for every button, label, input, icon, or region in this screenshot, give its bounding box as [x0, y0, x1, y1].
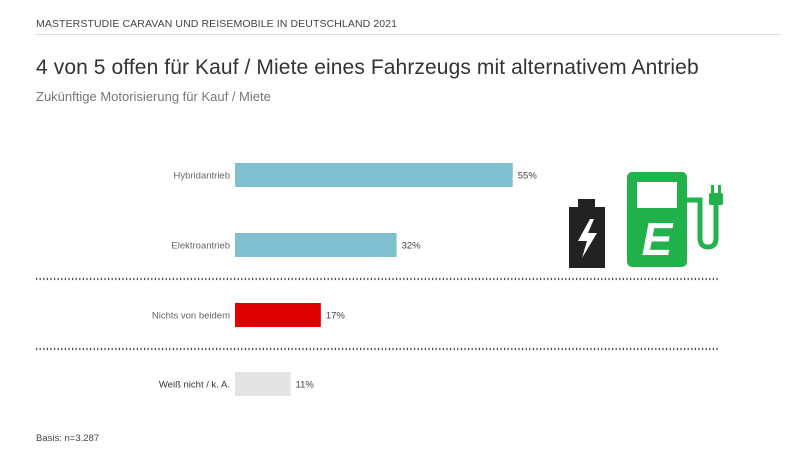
svg-text:E: E	[642, 213, 674, 265]
category-label-4: Weiß nicht / k. A.	[159, 380, 230, 391]
value-label-2: 32%	[402, 241, 422, 252]
source-header: MASTERSTUDIE CARAVAN UND REISEMOBILE IN …	[36, 18, 780, 35]
battery-bolt-icon	[569, 199, 605, 268]
category-label-3: Nichts von beidem	[152, 311, 230, 322]
basis-note: Basis: n=3.287	[36, 433, 100, 444]
chart-subtitle: Zukünftige Motorisierung für Kauf / Miet…	[36, 89, 271, 104]
value-label-3: 17%	[326, 311, 346, 322]
bars-layer: Hybridantrieb 55% Elektroantrieb 32% Nichts …	[152, 163, 537, 396]
value-label-4: 11%	[296, 380, 315, 391]
category-label-2: Elektroantrieb	[171, 241, 230, 252]
value-label-1: 55%	[518, 171, 538, 182]
category-label-1: Hybridantrieb	[174, 171, 231, 182]
chart-title: 4 von 5 offen für Kauf / Miete eines Fah…	[36, 56, 699, 79]
bar-2	[235, 233, 397, 257]
bar-4	[235, 372, 291, 396]
bar-1	[235, 163, 513, 187]
bar-3	[235, 303, 321, 327]
ev-charging-station-icon: E	[627, 172, 723, 267]
